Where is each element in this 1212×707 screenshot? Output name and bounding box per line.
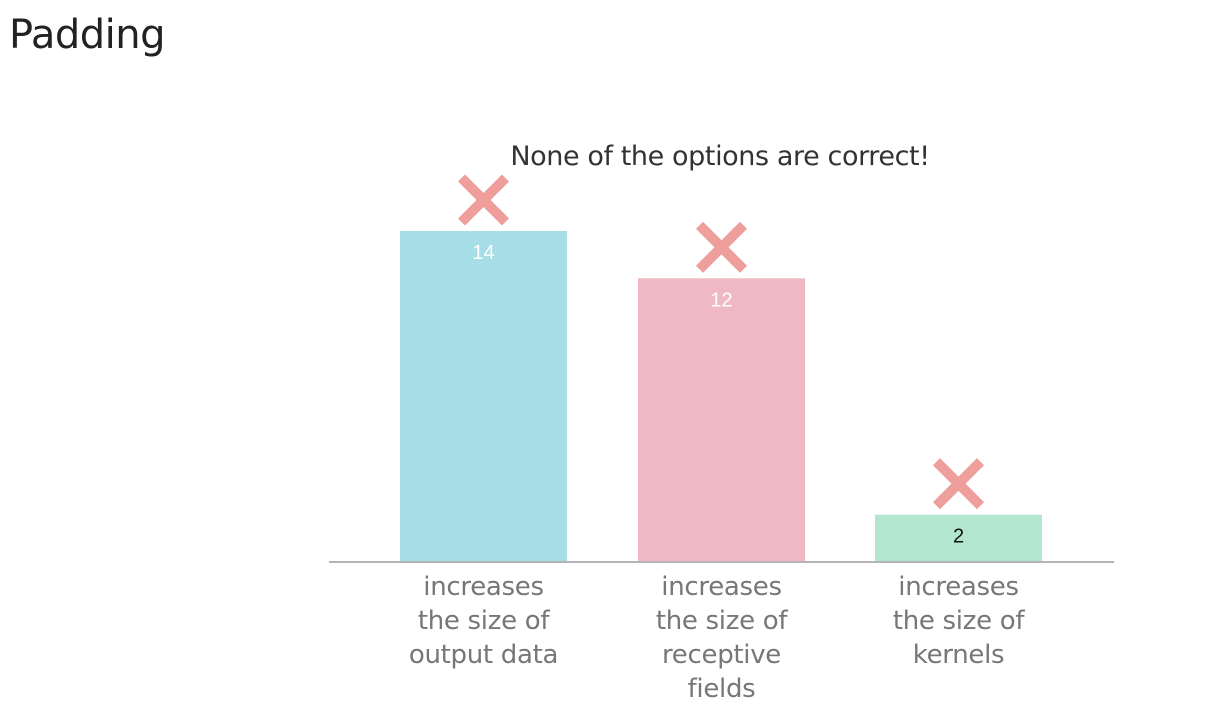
chart-title: None of the options are correct! — [510, 141, 930, 172]
category-label-line: receptive — [661, 640, 781, 670]
data-label-1: 14 — [472, 242, 494, 264]
x-mark-icon — [932, 458, 985, 510]
category-label-line: the size of — [417, 606, 550, 636]
bar-2 — [638, 278, 805, 562]
x-mark-icon — [457, 174, 510, 226]
category-label-2: increases the size of receptive fields — [622, 570, 822, 706]
category-label-line: increases — [423, 572, 544, 602]
category-label-3: increases the size of kernels — [859, 570, 1059, 672]
category-label-1: increases the size of output data — [384, 570, 584, 672]
category-label-line: increases — [898, 572, 1019, 602]
page-title: Padding — [9, 12, 165, 58]
bar-1 — [400, 231, 567, 562]
category-label-line: the size of — [655, 606, 788, 636]
category-label-line: fields — [687, 674, 756, 704]
category-label-line: increases — [661, 572, 782, 602]
category-label-line: the size of — [892, 606, 1025, 636]
data-label-2: 12 — [710, 289, 732, 311]
category-label-line: output data — [408, 640, 559, 670]
bar-3 — [875, 514, 1042, 562]
data-label-3: 2 — [953, 526, 964, 548]
category-label-line: kernels — [912, 640, 1005, 670]
x-mark-icon — [695, 221, 748, 273]
